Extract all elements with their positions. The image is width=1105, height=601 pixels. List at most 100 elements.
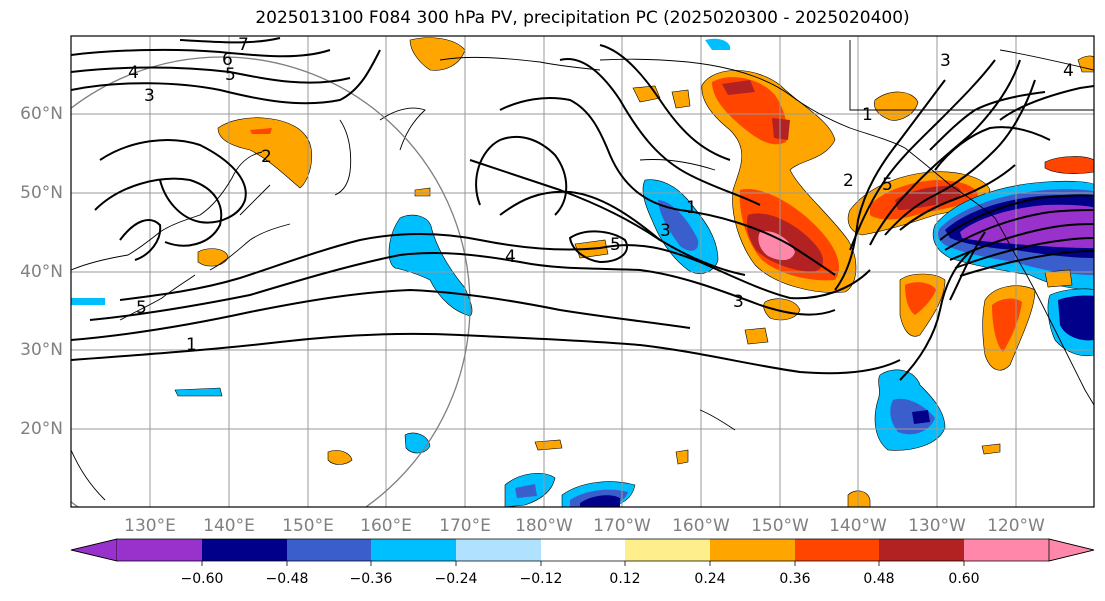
contour-label: 6	[222, 50, 233, 70]
map-gridlines	[71, 36, 1094, 507]
lon-label: 130°W	[908, 516, 966, 536]
colorbar-cell	[964, 539, 1049, 561]
precip-patch	[874, 91, 919, 121]
contour-label: 1	[186, 335, 197, 355]
contour-label: 7	[238, 35, 249, 55]
contour-label: 3	[660, 221, 671, 241]
colorbar-cell	[287, 539, 372, 561]
precip-patch	[174, 387, 223, 397]
precip-patch	[744, 327, 769, 345]
precip-patch	[912, 410, 930, 424]
colorbar-tick-label: 0.36	[779, 571, 811, 587]
precip-patch	[722, 80, 755, 95]
colorbar-tick-label: 0.24	[694, 571, 726, 587]
colorbar	[70, 538, 1095, 566]
contour-label: 3	[144, 86, 155, 106]
lon-label: 160°E	[360, 516, 412, 536]
precip-patch	[217, 117, 313, 189]
lon-label: 150°W	[751, 516, 809, 536]
precip-patch	[580, 495, 620, 507]
contour-label: 1	[862, 105, 873, 125]
lon-label: 180°W	[515, 516, 573, 536]
precip-patch	[847, 490, 871, 507]
contour-label: 2	[261, 147, 272, 167]
colorbar-cell	[879, 539, 964, 561]
precip-patch	[409, 37, 466, 71]
reference-circle	[71, 56, 471, 507]
contour-label-layer: 7 6 5 4 3 2 5 1 5 1 3 4 3 1 2 5 3 4	[128, 35, 1074, 355]
colorbar-extend-high	[1048, 538, 1095, 562]
precip-patch	[905, 282, 936, 315]
contour-label: 3	[733, 292, 744, 312]
precip-patch	[515, 484, 537, 498]
contour-label: 5	[136, 298, 147, 318]
lat-label: 20°N	[20, 419, 63, 439]
precip-patch	[960, 204, 1094, 248]
lon-label: 160°W	[672, 516, 730, 536]
colorbar-outline	[70, 538, 1095, 562]
colorbar-tick-label: −0.36	[349, 571, 393, 587]
lat-label: 30°N	[20, 340, 63, 360]
precip-patch	[758, 231, 795, 261]
colorbar-tick-label: −0.12	[519, 571, 563, 587]
precip-patch	[705, 38, 731, 50]
contour-label: 2	[843, 171, 854, 191]
colorbar-cell	[117, 539, 202, 561]
lon-label: 140°E	[203, 516, 255, 536]
precipitation-shading	[71, 37, 1094, 507]
lon-label: 150°E	[282, 516, 334, 536]
precip-patch	[1044, 269, 1073, 288]
colorbar-cell	[541, 539, 626, 561]
precip-patch	[992, 298, 1022, 352]
precip-patch	[327, 450, 353, 465]
contour-label: 4	[1063, 61, 1074, 81]
lon-label: 130°E	[124, 516, 176, 536]
precip-patch	[1077, 55, 1094, 73]
colorbar-cell	[625, 539, 710, 561]
precip-patch	[414, 187, 431, 197]
map-frame	[70, 35, 1095, 508]
lat-label: 60°N	[20, 104, 63, 124]
colorbar-cell	[710, 539, 795, 561]
precip-patch	[250, 128, 272, 134]
lat-label: 50°N	[20, 183, 63, 203]
colorbar-tick-label: −0.48	[265, 571, 309, 587]
colorbar-tick-label: 0.12	[609, 571, 641, 587]
contour-label: 4	[128, 63, 139, 83]
map-title: 2025013100 F084 300 hPa PV, precipitatio…	[255, 8, 910, 28]
lat-label: 40°N	[20, 262, 63, 282]
lon-label: 170°W	[593, 516, 651, 536]
pv-contours	[71, 37, 1094, 381]
colorbar-tick-label: 0.48	[863, 571, 895, 587]
contour-label: 5	[225, 65, 236, 85]
lon-label: 120°W	[987, 516, 1045, 536]
precip-patch	[890, 398, 935, 435]
contour-label: 5	[610, 235, 621, 255]
colorbar-tick-label: 0.60	[948, 571, 980, 587]
contour-label: 3	[940, 51, 951, 71]
precip-patch	[1058, 295, 1094, 341]
colorbar-extend-low	[70, 538, 118, 562]
precip-patch	[671, 89, 691, 109]
contour-label: 4	[505, 247, 516, 267]
colorbar-tick-label: −0.24	[434, 571, 478, 587]
precip-patch	[534, 439, 563, 451]
contour-label: 1	[686, 198, 697, 218]
precip-patch	[1044, 156, 1094, 174]
lon-label: 170°E	[439, 516, 491, 536]
precip-patch	[772, 118, 790, 140]
contour-label: 5	[882, 175, 893, 195]
lon-label: 140°W	[829, 516, 887, 536]
colorbar-tick-label: −0.60	[180, 571, 224, 587]
colorbar-cell	[795, 539, 880, 561]
precip-patch	[71, 298, 105, 305]
precip-patch	[763, 298, 801, 321]
colorbar-cell	[371, 539, 456, 561]
precip-patch	[981, 443, 1001, 455]
colorbar-cell	[202, 539, 287, 561]
precip-patch	[675, 449, 689, 465]
colorbar-cell	[456, 539, 541, 561]
precip-patch	[404, 432, 431, 454]
precip-patch	[658, 200, 699, 251]
